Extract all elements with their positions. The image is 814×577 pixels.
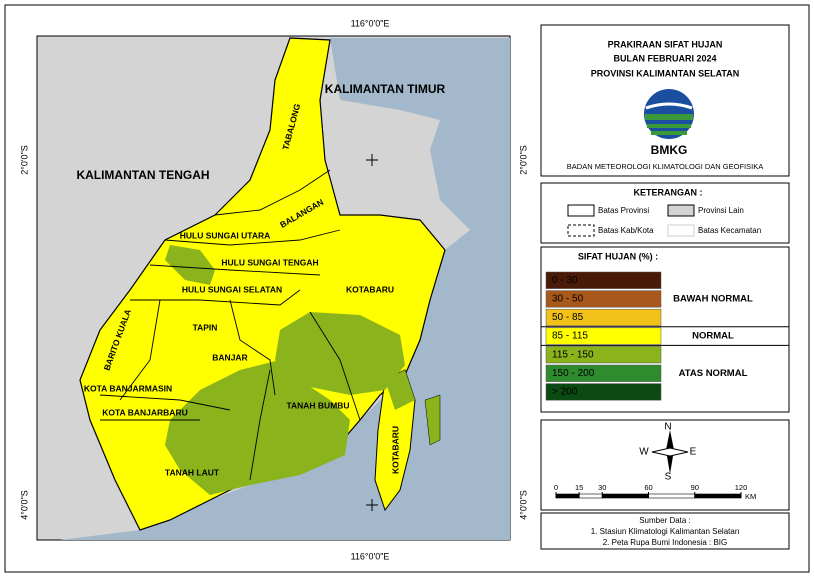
region-label: KALIMANTAN TIMUR — [325, 82, 446, 96]
scale-label: 90 — [691, 483, 699, 492]
keterangan-item: Batas Provinsi — [598, 206, 649, 215]
logo — [644, 89, 694, 139]
north-label: W — [639, 447, 649, 458]
keterangan-item: Batas Kecamatan — [698, 226, 761, 235]
source-box — [540, 512, 790, 550]
title: PROVINSI KALIMANTAN SELATAN — [591, 68, 740, 78]
scale-label: 120 — [735, 483, 748, 492]
source-line: 1. Stasiun Klimatologi Kalimantan Selata… — [591, 527, 740, 536]
region-label: TANAH BUMBU — [286, 400, 349, 410]
coord-labels: 116°0'0"E 116°0'0"E 2°0'0"S 2°0'0"S 4°0'… — [19, 18, 528, 561]
agency: BADAN METEOROLOGI KLIMATOLOGI DAN GEOFIS… — [567, 162, 763, 171]
coord-label: 2°0'0"S — [19, 145, 29, 175]
region-label: KOTABARU — [346, 284, 394, 294]
north-arrow: N S W E — [639, 422, 696, 483]
keterangan-item: Batas Kab/Kota — [598, 226, 654, 235]
title: PRAKIRAAN SIFAT HUJAN — [608, 39, 723, 49]
north-label: N — [664, 422, 671, 433]
coord-label: 116°0'0"E — [351, 18, 390, 28]
rain-area — [165, 245, 215, 285]
scale-segment — [601, 493, 649, 499]
region-label: TANAH LAUT — [165, 467, 220, 477]
legend-swatch — [545, 346, 662, 364]
scale-label: 15 — [575, 483, 583, 492]
region-label: KOTA BANJARBARU — [102, 407, 187, 417]
region-label: KOTA BANJARMASIN — [84, 383, 172, 393]
legend: 0 - 30 30 - 50 50 - 85 85 - 115 115 - 150 150… — [541, 271, 789, 401]
scale-segment — [694, 493, 742, 499]
keterangan-items: Batas Provinsi Provinsi Lain Batas Kab/K… — [567, 204, 761, 237]
region-label: HULU SUNGAI SELATAN — [182, 284, 282, 294]
source-title: Sumber Data : — [639, 516, 691, 525]
region-label: KALIMANTAN TENGAH — [76, 168, 209, 182]
region-label: KOTABARU — [390, 426, 400, 474]
rain-area — [275, 312, 405, 395]
legend-swatch — [545, 290, 662, 308]
scale-segment — [648, 493, 696, 499]
coord-label: 116°0'0"E — [351, 551, 390, 561]
coord-label: 2°0'0"S — [518, 145, 528, 175]
legend-group: BAWAH NORMAL — [673, 293, 753, 304]
legend-title: SIFAT HUJAN (%) : — [578, 251, 658, 261]
legend-swatch — [545, 364, 662, 382]
legend-swatch — [545, 327, 662, 345]
map — [36, 35, 511, 541]
legend-swatch — [545, 271, 662, 289]
rain-area — [165, 360, 350, 495]
legend-group: NORMAL — [692, 331, 734, 342]
scale-label: 60 — [644, 483, 652, 492]
coord-label: 4°0'0"S — [19, 490, 29, 520]
legend-swatch — [545, 383, 662, 401]
north-label: E — [690, 447, 697, 458]
grid-cross — [366, 154, 378, 511]
region-label: HULU SUNGAI UTARA — [180, 230, 271, 240]
legend-label: 30 - 50 — [552, 294, 584, 305]
legend-group: ATAS NORMAL — [679, 368, 748, 379]
scale-unit: KM — [745, 492, 756, 501]
legend-label: 115 - 150 — [552, 349, 594, 360]
island — [424, 394, 441, 446]
legend-label: 150 - 200 — [552, 368, 595, 379]
region-label: HULU SUNGAI TENGAH — [221, 257, 318, 267]
scale-segment — [555, 493, 580, 499]
legend-label: 85 - 115 — [552, 331, 588, 342]
legend-label: > 200 — [552, 387, 578, 398]
scale-label: 30 — [598, 483, 606, 492]
keterangan-item: Provinsi Lain — [698, 206, 744, 215]
legend-label: 0 - 30 — [552, 275, 578, 286]
scale-label: 0 — [554, 483, 558, 492]
title: BULAN FEBRUARI 2024 — [613, 53, 716, 63]
region-label: BANJAR — [212, 352, 247, 362]
scale-segment — [578, 493, 603, 499]
coord-label: 4°0'0"S — [518, 490, 528, 520]
district-borders — [99, 169, 361, 481]
keterangan-title: KETERANGAN : — [634, 187, 703, 197]
logo-text: BMKG — [651, 143, 688, 157]
north-label: S — [665, 472, 672, 483]
source-line: 2. Peta Rupa Bumi Indonesia : BIG — [603, 538, 728, 547]
region-label: TAPIN — [193, 322, 218, 332]
legend-label: 50 - 85 — [552, 312, 584, 323]
legend-swatch — [545, 308, 662, 327]
